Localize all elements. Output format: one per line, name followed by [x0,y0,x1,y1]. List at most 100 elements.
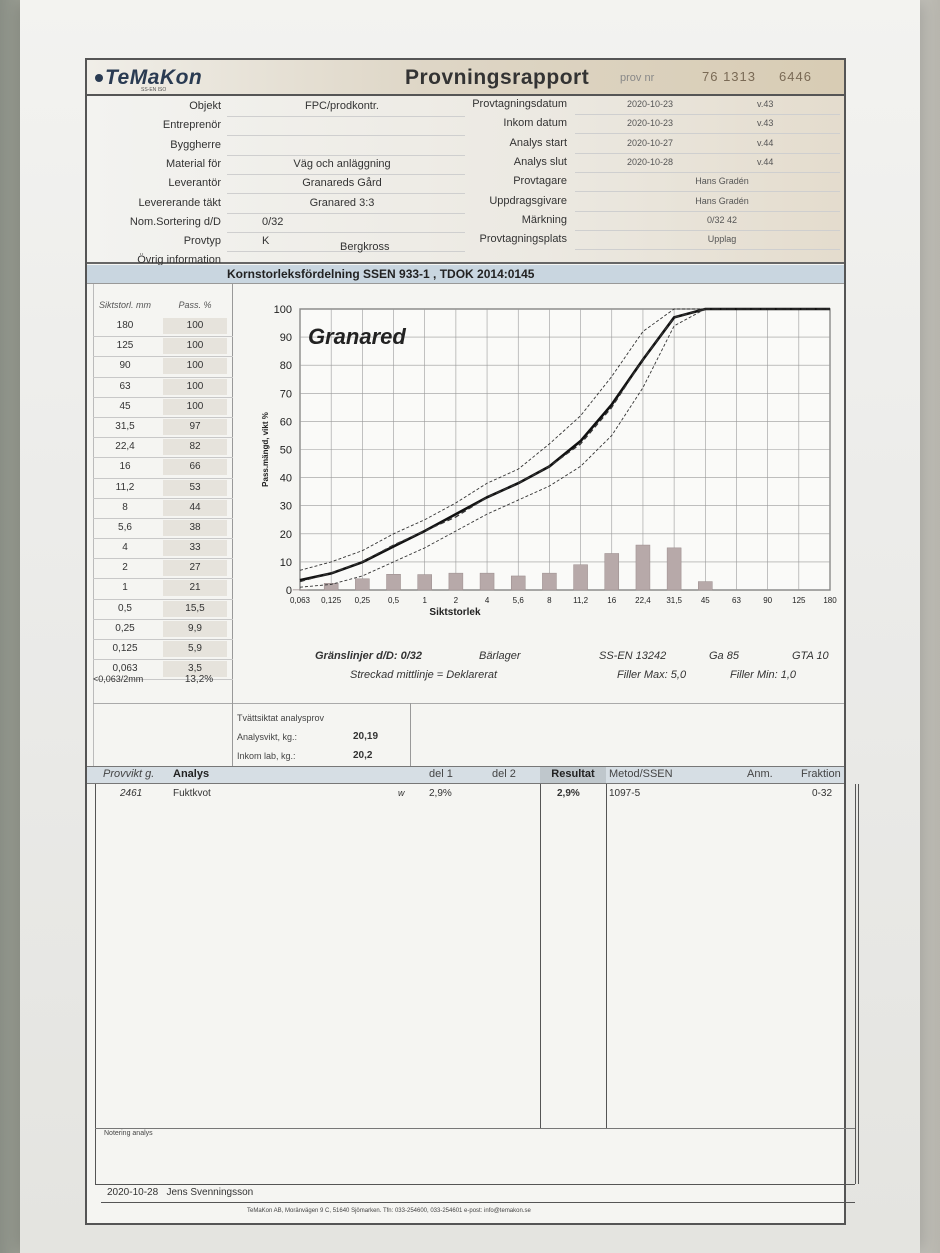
filler-min: Filler Min: 1,0 [730,669,797,681]
x-tick-label: 45 [701,596,710,605]
sieve-pass: 97 [163,418,227,435]
sieve-row: 0,5 15,5 [93,600,233,620]
field-underline [227,212,465,214]
info-label: Provtagare [513,175,567,188]
fraction-bar [542,572,557,591]
info-value: Upplag [707,234,737,245]
sieve-pass: 53 [163,479,227,496]
sieve-row: 45 100 [93,398,233,418]
col-resultat: Resultat [540,767,606,783]
logo-mark-icon [95,74,103,83]
sieve-size: 0,125 [112,643,138,654]
divider [540,784,541,1129]
info-label: Levererande täkt [138,196,221,209]
sieve-size: 4 [122,542,128,554]
sieve-pass: 5,9 [163,641,227,657]
divider [93,284,94,766]
field-underline [575,191,840,193]
info-value: 0/32 42 [706,214,738,225]
fraction-bar [666,547,682,591]
field-underline [227,135,465,137]
fines-value: 13,2% [184,674,214,685]
field-underline [227,231,465,233]
field-underline [227,116,465,117]
fraction-bar [448,572,464,591]
row-resultat: 2,9% [557,788,580,799]
sieve-pass: 15,5 [163,600,227,617]
y-tick-label: 10 [280,557,292,569]
col-del2: del 2 [492,768,516,780]
granslinjer: Gränslinjer d/D: 0/32 [315,650,422,662]
divider [95,1128,855,1129]
sieve-row: 180 100 [93,317,233,338]
divider [95,784,96,1184]
x-tick-label: 90 [763,596,772,605]
sieve-size: 16 [119,461,131,473]
gta-value: GTA 10 [792,650,829,662]
sieve-pass: 100 [163,358,227,375]
sieve-size: 11,2 [115,481,135,493]
row-analys: Fuktkvot [173,788,211,799]
field-underline [575,249,840,251]
sieve-size: 2 [122,562,128,574]
sample-number: 76 1313 6446 [702,69,812,84]
info-week: v.44 [757,156,774,167]
x-tick-label: 0,125 [321,596,342,605]
lower-limit-line [299,308,830,588]
info-label: Analys slut [513,155,567,168]
info-label: Objekt [189,100,221,112]
sieve-size: 63 [119,380,131,392]
analysis-header: Provvikt g. Analys del 1 del 2 Resultat … [87,766,844,784]
divider [232,703,233,766]
row-provvikt: 2461 [120,788,143,799]
col-metod: Metod/SSEN [609,768,673,780]
sieve-size: 0,063 [112,663,138,675]
sieve-row: 0,063 3,5 [93,660,233,681]
divider [858,784,859,1184]
info-value: 2020-10-28 [627,156,674,167]
y-axis-label: Pass.mängd, vikt % [261,412,270,487]
field-underline [575,152,840,154]
upper-limit-line [299,308,830,571]
ga-value: Ga 85 [709,650,739,662]
divider [101,1202,855,1203]
x-tick-label: 8 [547,596,552,605]
info-label: Analys start [509,136,567,149]
info-label: Provtagningsdatum [472,98,567,110]
sample-info: Objekt FPC/prodkontr. Entreprenör Byggherre… [87,96,844,272]
sieve-row: 0,25 9,9 [93,620,233,640]
sieve-row: 22,4 82 [93,438,233,459]
fines-label: <0,063/2mm [93,674,144,684]
sieve-row: 31,5 97 [93,418,233,439]
divider [855,784,856,1184]
info-label: Material för [165,157,221,170]
sieve-size: 5,6 [118,521,132,533]
divider [606,784,607,1129]
row-metod: 1097-5 [609,788,641,799]
info-label: Inkom datum [503,117,567,130]
row-del1: 2,9% [429,788,452,799]
sieve-pass: 21 [163,580,227,597]
x-tick-label: 4 [485,596,490,605]
col-del1: del 1 [429,768,453,780]
sieve-row: 8 44 [93,499,233,519]
divider [410,703,411,766]
info-value: 0/32 [262,215,284,228]
sieve-size: 90 [119,360,131,372]
sieve-col-size: Siktstorl. mm [98,300,151,310]
info-value: 2020-10-23 [627,118,674,129]
sample-number-label: prov nr [620,72,655,84]
sieve-row: 4 33 [93,539,233,560]
info-label: Provtagningsplats [479,233,567,246]
info-value: Hans Gradén [695,195,749,206]
field-underline [227,193,465,195]
section-title: Kornstorleksfördelning SSEN 933-1 , TDOK… [227,267,535,281]
y-tick-label: 80 [280,360,292,372]
x-axis-label: Siktstorlek [429,607,481,618]
info-value: Granareds Gård [302,177,382,190]
sieve-pass: 38 [163,519,227,536]
col-anm: Anm. [747,768,773,780]
filler-max: Filler Max: 5,0 [617,669,687,681]
field-underline [575,229,840,231]
info-value: Granared 3:3 [309,196,375,209]
